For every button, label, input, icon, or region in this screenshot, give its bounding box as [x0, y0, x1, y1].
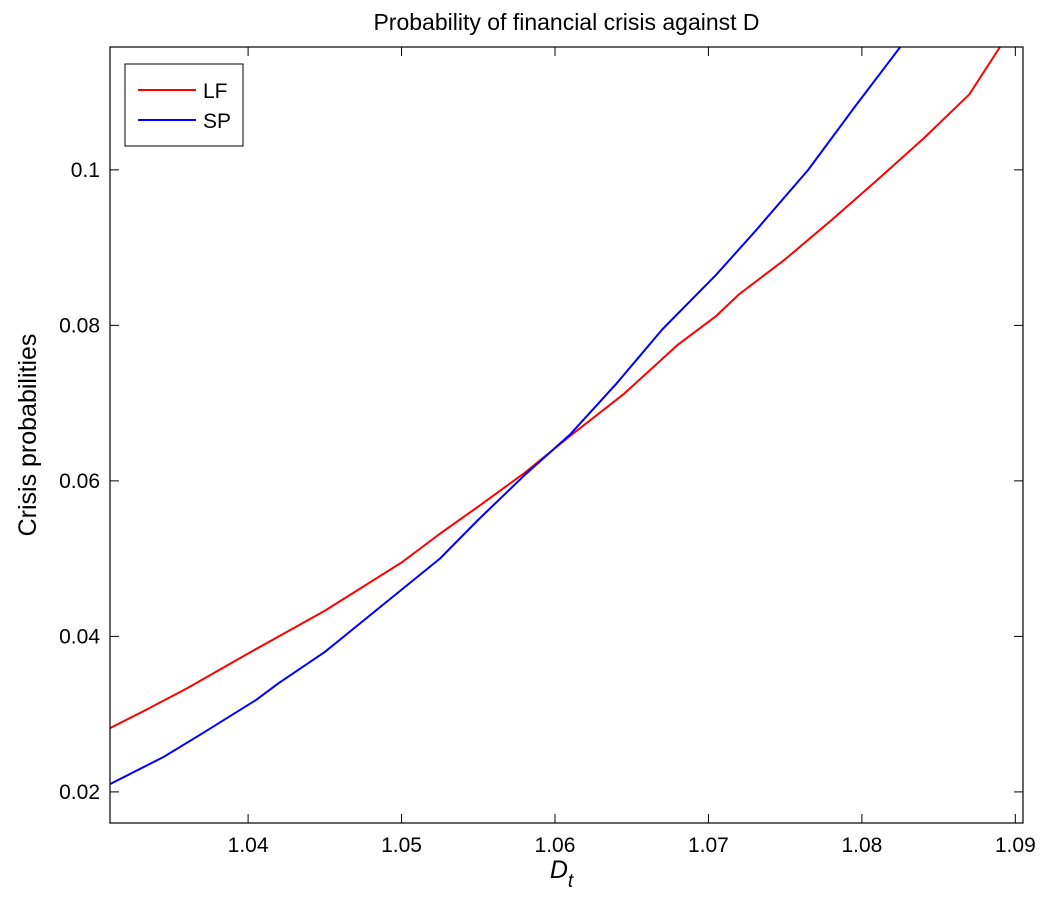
x-tick-label: 1.04: [228, 834, 269, 857]
series-line-lf: [110, 47, 1001, 730]
axes-box: [109, 46, 1024, 824]
y-tick-label: 0.06: [59, 470, 100, 493]
x-tick-label: 1.06: [535, 834, 576, 857]
x-tick-label: 1.05: [381, 834, 422, 857]
y-axis-label: Crisis probabilities: [14, 334, 42, 537]
legend-box: [124, 63, 244, 147]
series-line-sp: [110, 47, 902, 786]
chart-title: Probability of financial crisis against …: [373, 9, 759, 35]
x-tick-label: 1.08: [841, 834, 882, 857]
x-tick-label: 1.07: [688, 834, 729, 857]
y-tick-label: 0.1: [71, 159, 100, 182]
x-axis-label-subscript: t: [568, 871, 574, 892]
y-tick-label: 0.04: [59, 625, 100, 648]
x-tick-label: 1.09: [995, 834, 1036, 857]
x-axis-label: Dt: [550, 856, 574, 892]
legend-label-sp: SP: [203, 110, 231, 133]
plot-area: 1.04 1.05 1.06 1.07 1.08 1.09 0.02 0.04 0.06 0.08…: [59, 46, 1036, 857]
legend-label-lf: LF: [203, 80, 228, 103]
y-tick-label: 0.08: [59, 314, 100, 337]
legend: LF SP: [124, 63, 244, 147]
x-axis-label-main: D: [550, 856, 568, 884]
y-tick-label: 0.02: [59, 781, 100, 804]
